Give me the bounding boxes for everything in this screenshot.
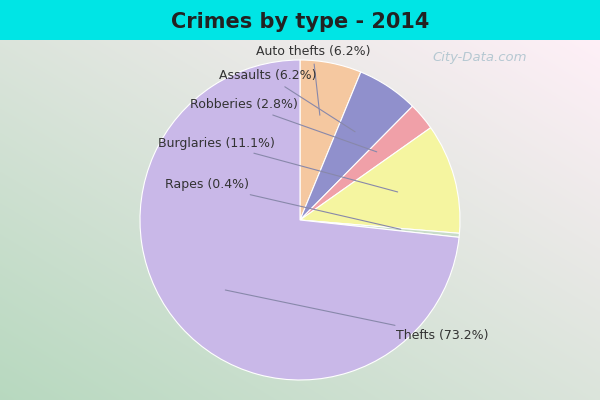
Wedge shape <box>300 60 361 220</box>
Text: Thefts (73.2%): Thefts (73.2%) <box>225 290 488 342</box>
Wedge shape <box>300 72 413 220</box>
Wedge shape <box>300 128 460 233</box>
Text: Burglaries (11.1%): Burglaries (11.1%) <box>158 137 398 192</box>
Wedge shape <box>140 60 459 380</box>
Text: City-Data.com: City-Data.com <box>433 52 527 64</box>
Wedge shape <box>300 220 460 237</box>
Text: Rapes (0.4%): Rapes (0.4%) <box>165 178 401 229</box>
Wedge shape <box>300 106 431 220</box>
Text: Crimes by type - 2014: Crimes by type - 2014 <box>171 12 429 32</box>
Text: Assaults (6.2%): Assaults (6.2%) <box>219 70 355 132</box>
Text: Auto thefts (6.2%): Auto thefts (6.2%) <box>256 46 370 115</box>
Text: Robberies (2.8%): Robberies (2.8%) <box>190 98 377 152</box>
